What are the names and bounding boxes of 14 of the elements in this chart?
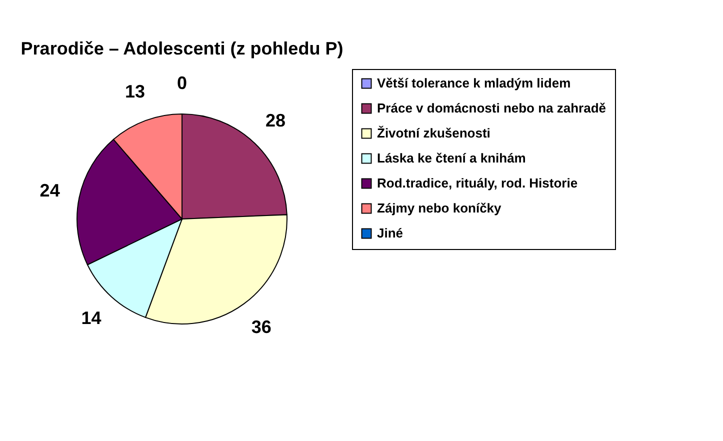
legend-label: Větší tolerance k mladým lidem (377, 76, 571, 90)
text: 0 (176, 73, 188, 93)
data-label: 14 (81, 308, 102, 328)
legend-label: Práce v domácnosti nebo na zahradě (377, 100, 606, 116)
data-label: 24 (40, 180, 60, 201)
data-label: 28 (265, 110, 286, 131)
data-label: 36 (251, 317, 272, 338)
legend-label: Zájmy nebo koníčky (377, 200, 502, 216)
legend-label: Rod.tradice, rituály, rod. Historie (377, 176, 578, 190)
legend-label: Životní zkušenosti (377, 126, 490, 140)
legend-label: Láska ke čtení a knihám (377, 150, 526, 166)
legend-label: Jiné (377, 226, 404, 240)
chart-title: Prarodiče – Adolescenti (z pohledu P) (20, 38, 344, 58)
data-label: 13 (125, 81, 146, 102)
